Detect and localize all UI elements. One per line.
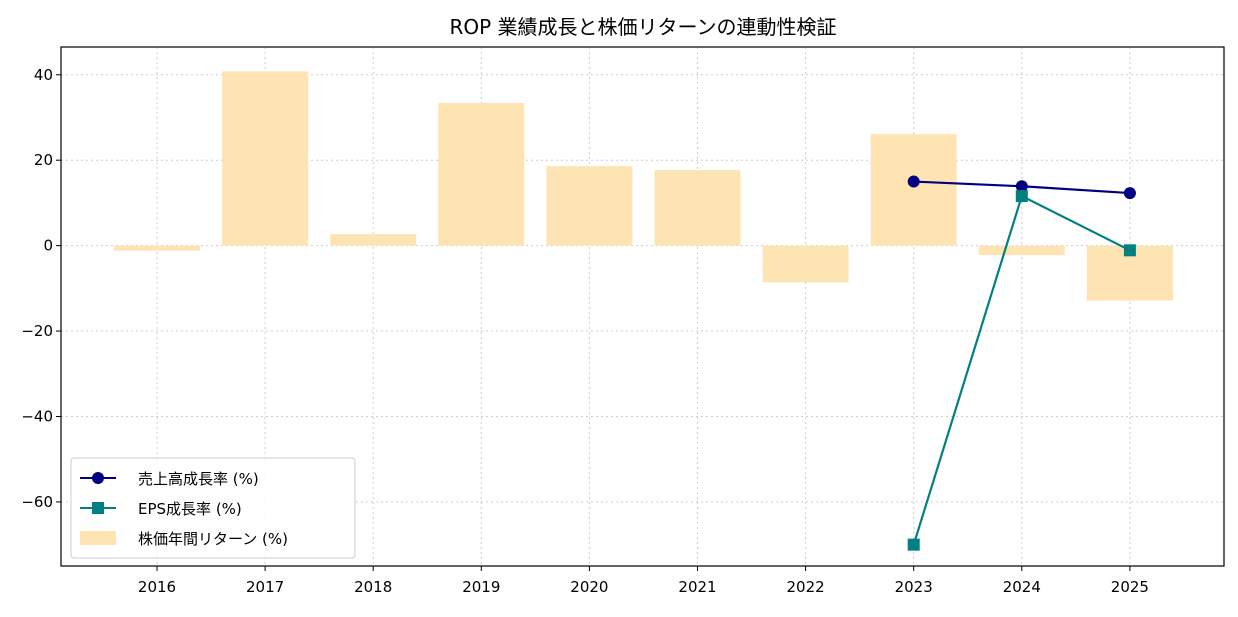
bar-return-2023 <box>870 134 957 246</box>
point-series-1-2023 <box>907 538 920 551</box>
x-tick-label-2022: 2022 <box>787 578 825 596</box>
bar-return-2020 <box>546 166 633 246</box>
x-tick-label-2018: 2018 <box>354 578 392 596</box>
legend-return-label: 株価年間リターン (%) <box>138 530 288 548</box>
point-series-1-2024 <box>1015 190 1028 203</box>
bar-layer <box>114 71 1173 301</box>
legend-frame <box>70 457 356 559</box>
y-tick-label-2: 0 <box>43 237 53 255</box>
line-layer <box>907 175 1136 551</box>
plot-frame <box>60 46 1225 567</box>
y-tick-label-1: 20 <box>34 151 53 169</box>
bar-return-2016 <box>114 245 200 251</box>
y-tick-label-4: −40 <box>21 407 53 425</box>
x-tick-label-2024: 2024 <box>1003 578 1041 596</box>
point-series-0-2025 <box>1123 187 1136 200</box>
y-tick-label-0: 40 <box>34 66 53 84</box>
point-series-0-2023 <box>907 175 920 188</box>
legend-eps-marker <box>92 502 104 514</box>
bar-return-2019 <box>438 102 525 246</box>
point-series-1-2025 <box>1123 244 1136 257</box>
legend: 売上高成長率 (%) EPS成長率 (%) 株価年間リターン (%) <box>70 457 356 559</box>
bar-return-2022 <box>762 245 849 283</box>
x-tick-label-2020: 2020 <box>570 578 608 596</box>
y-tick-label-3: −20 <box>21 322 53 340</box>
x-tick-label-2017: 2017 <box>246 578 284 596</box>
tick-layer: 40 20 0 −20 −40 −60 2016 2017 2018 2019 2020 2021 20… <box>21 66 1149 596</box>
bar-return-2021 <box>654 170 741 246</box>
bar-return-2017 <box>222 71 309 246</box>
x-tick-label-2023: 2023 <box>895 578 933 596</box>
legend-eps-label: EPS成長率 (%) <box>138 500 242 518</box>
bar-return-2024 <box>978 245 1065 256</box>
bar-return-2018 <box>330 234 417 246</box>
point-series-0-2024 <box>1015 180 1028 193</box>
chart-title: ROP 業績成長と株価リターンの連動性検証 <box>449 15 836 39</box>
legend-revenue-label: 売上高成長率 (%) <box>138 470 259 488</box>
legend-return-swatch <box>80 531 116 545</box>
x-tick-label-2021: 2021 <box>678 578 716 596</box>
x-tick-label-2016: 2016 <box>138 578 176 596</box>
legend-revenue-marker <box>92 472 104 484</box>
x-tick-label-2019: 2019 <box>462 578 500 596</box>
y-tick-label-5: −60 <box>21 493 53 511</box>
x-tick-label-2025: 2025 <box>1111 578 1149 596</box>
